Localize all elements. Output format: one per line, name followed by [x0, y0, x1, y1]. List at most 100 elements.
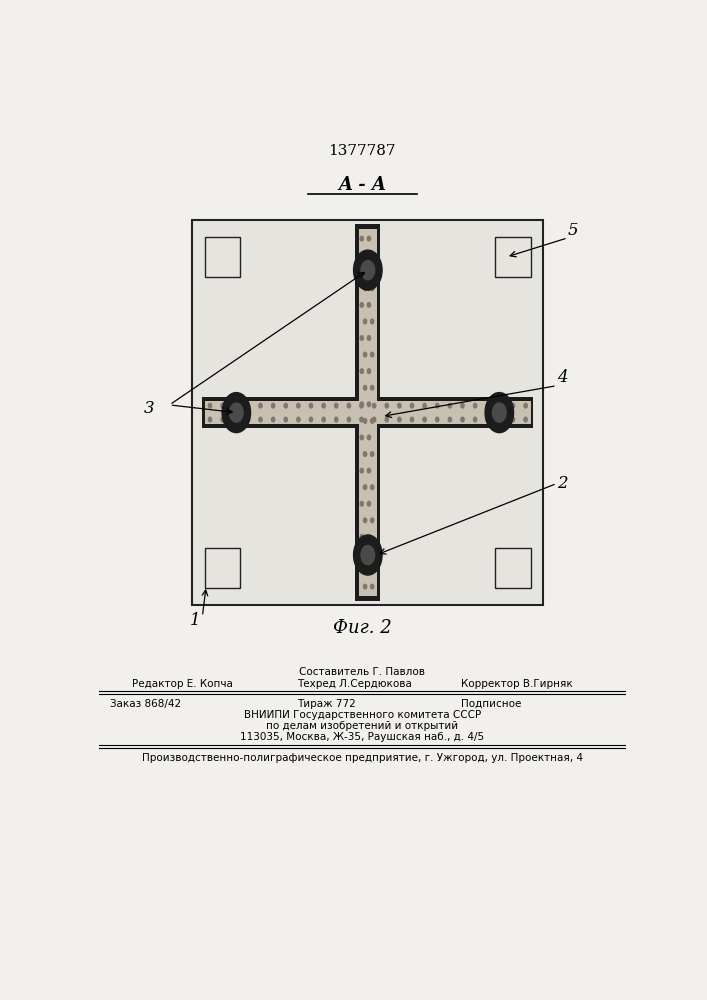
Circle shape	[347, 403, 351, 408]
Bar	[202, 397, 533, 428]
Circle shape	[360, 535, 363, 539]
Circle shape	[363, 584, 367, 589]
Circle shape	[367, 535, 370, 539]
Circle shape	[370, 485, 374, 489]
Circle shape	[360, 369, 363, 373]
Circle shape	[363, 319, 367, 324]
Circle shape	[423, 403, 426, 408]
Circle shape	[246, 403, 250, 408]
Circle shape	[209, 417, 211, 422]
Circle shape	[360, 435, 363, 440]
Circle shape	[363, 419, 367, 423]
Circle shape	[367, 435, 370, 440]
Bar	[496, 548, 531, 588]
Circle shape	[370, 452, 374, 456]
Circle shape	[230, 403, 243, 422]
Circle shape	[367, 369, 370, 373]
Circle shape	[246, 417, 250, 422]
Circle shape	[498, 417, 502, 422]
Circle shape	[347, 417, 351, 422]
Circle shape	[360, 417, 363, 422]
Text: Редактор Е. Копча: Редактор Е. Копча	[132, 679, 233, 689]
Circle shape	[367, 336, 370, 340]
Circle shape	[423, 417, 426, 422]
Text: Производственно-полиграфическое предприятие, г. Ужгород, ул. Проектная, 4: Производственно-полиграфическое предприя…	[142, 753, 583, 763]
Circle shape	[259, 403, 262, 408]
Text: Составитель Г. Павлов: Составитель Г. Павлов	[299, 667, 426, 677]
Bar	[204, 237, 240, 277]
Circle shape	[271, 403, 275, 408]
Circle shape	[322, 417, 325, 422]
Circle shape	[486, 403, 489, 408]
Circle shape	[370, 584, 374, 589]
Circle shape	[461, 417, 464, 422]
Circle shape	[284, 417, 288, 422]
Circle shape	[385, 403, 388, 408]
Circle shape	[363, 452, 367, 456]
Bar	[192, 220, 543, 605]
Circle shape	[322, 403, 325, 408]
Circle shape	[373, 417, 376, 422]
Text: 4: 4	[557, 369, 568, 386]
Text: Заказ 868/42: Заказ 868/42	[110, 699, 182, 709]
Text: ВНИИПИ Государственного комитета СССР: ВНИИПИ Государственного комитета СССР	[244, 710, 481, 720]
Text: A - A: A - A	[339, 176, 386, 194]
Circle shape	[222, 393, 250, 433]
Circle shape	[367, 269, 370, 274]
Circle shape	[398, 403, 401, 408]
Circle shape	[493, 403, 506, 422]
Text: по делам изобретений и открытий: по делам изобретений и открытий	[267, 721, 458, 731]
Circle shape	[284, 403, 288, 408]
Circle shape	[367, 303, 370, 307]
Circle shape	[370, 385, 374, 390]
Circle shape	[297, 417, 300, 422]
Circle shape	[373, 403, 376, 408]
Circle shape	[363, 485, 367, 489]
Text: 5: 5	[568, 222, 578, 239]
Circle shape	[367, 402, 370, 407]
Circle shape	[398, 417, 401, 422]
Circle shape	[360, 402, 363, 407]
Circle shape	[363, 385, 367, 390]
Circle shape	[367, 236, 370, 241]
Circle shape	[233, 417, 237, 422]
Text: 3: 3	[144, 400, 154, 417]
Text: Фиг. 2: Фиг. 2	[333, 619, 392, 637]
Circle shape	[354, 535, 382, 575]
Circle shape	[370, 319, 374, 324]
Circle shape	[360, 336, 363, 340]
Bar	[204, 401, 531, 424]
Circle shape	[370, 518, 374, 523]
Circle shape	[511, 403, 515, 408]
Circle shape	[367, 501, 370, 506]
Circle shape	[511, 417, 515, 422]
Circle shape	[524, 417, 527, 422]
Bar	[359, 229, 377, 596]
Circle shape	[334, 417, 338, 422]
Circle shape	[310, 417, 312, 422]
Circle shape	[367, 468, 370, 473]
Circle shape	[363, 352, 367, 357]
Circle shape	[448, 403, 452, 408]
Circle shape	[486, 417, 489, 422]
Circle shape	[354, 250, 382, 290]
Circle shape	[363, 253, 367, 257]
Circle shape	[361, 545, 375, 565]
Circle shape	[436, 417, 439, 422]
Circle shape	[360, 403, 363, 408]
Circle shape	[385, 417, 388, 422]
Circle shape	[498, 403, 502, 408]
Text: Подписное: Подписное	[461, 699, 521, 709]
Circle shape	[370, 286, 374, 291]
Text: 2: 2	[557, 475, 568, 492]
Circle shape	[448, 417, 452, 422]
Bar	[355, 224, 380, 601]
Circle shape	[370, 551, 374, 556]
Circle shape	[363, 518, 367, 523]
Circle shape	[410, 417, 414, 422]
Circle shape	[474, 417, 477, 422]
Circle shape	[360, 468, 363, 473]
Circle shape	[360, 269, 363, 274]
Circle shape	[370, 419, 374, 423]
Circle shape	[259, 417, 262, 422]
